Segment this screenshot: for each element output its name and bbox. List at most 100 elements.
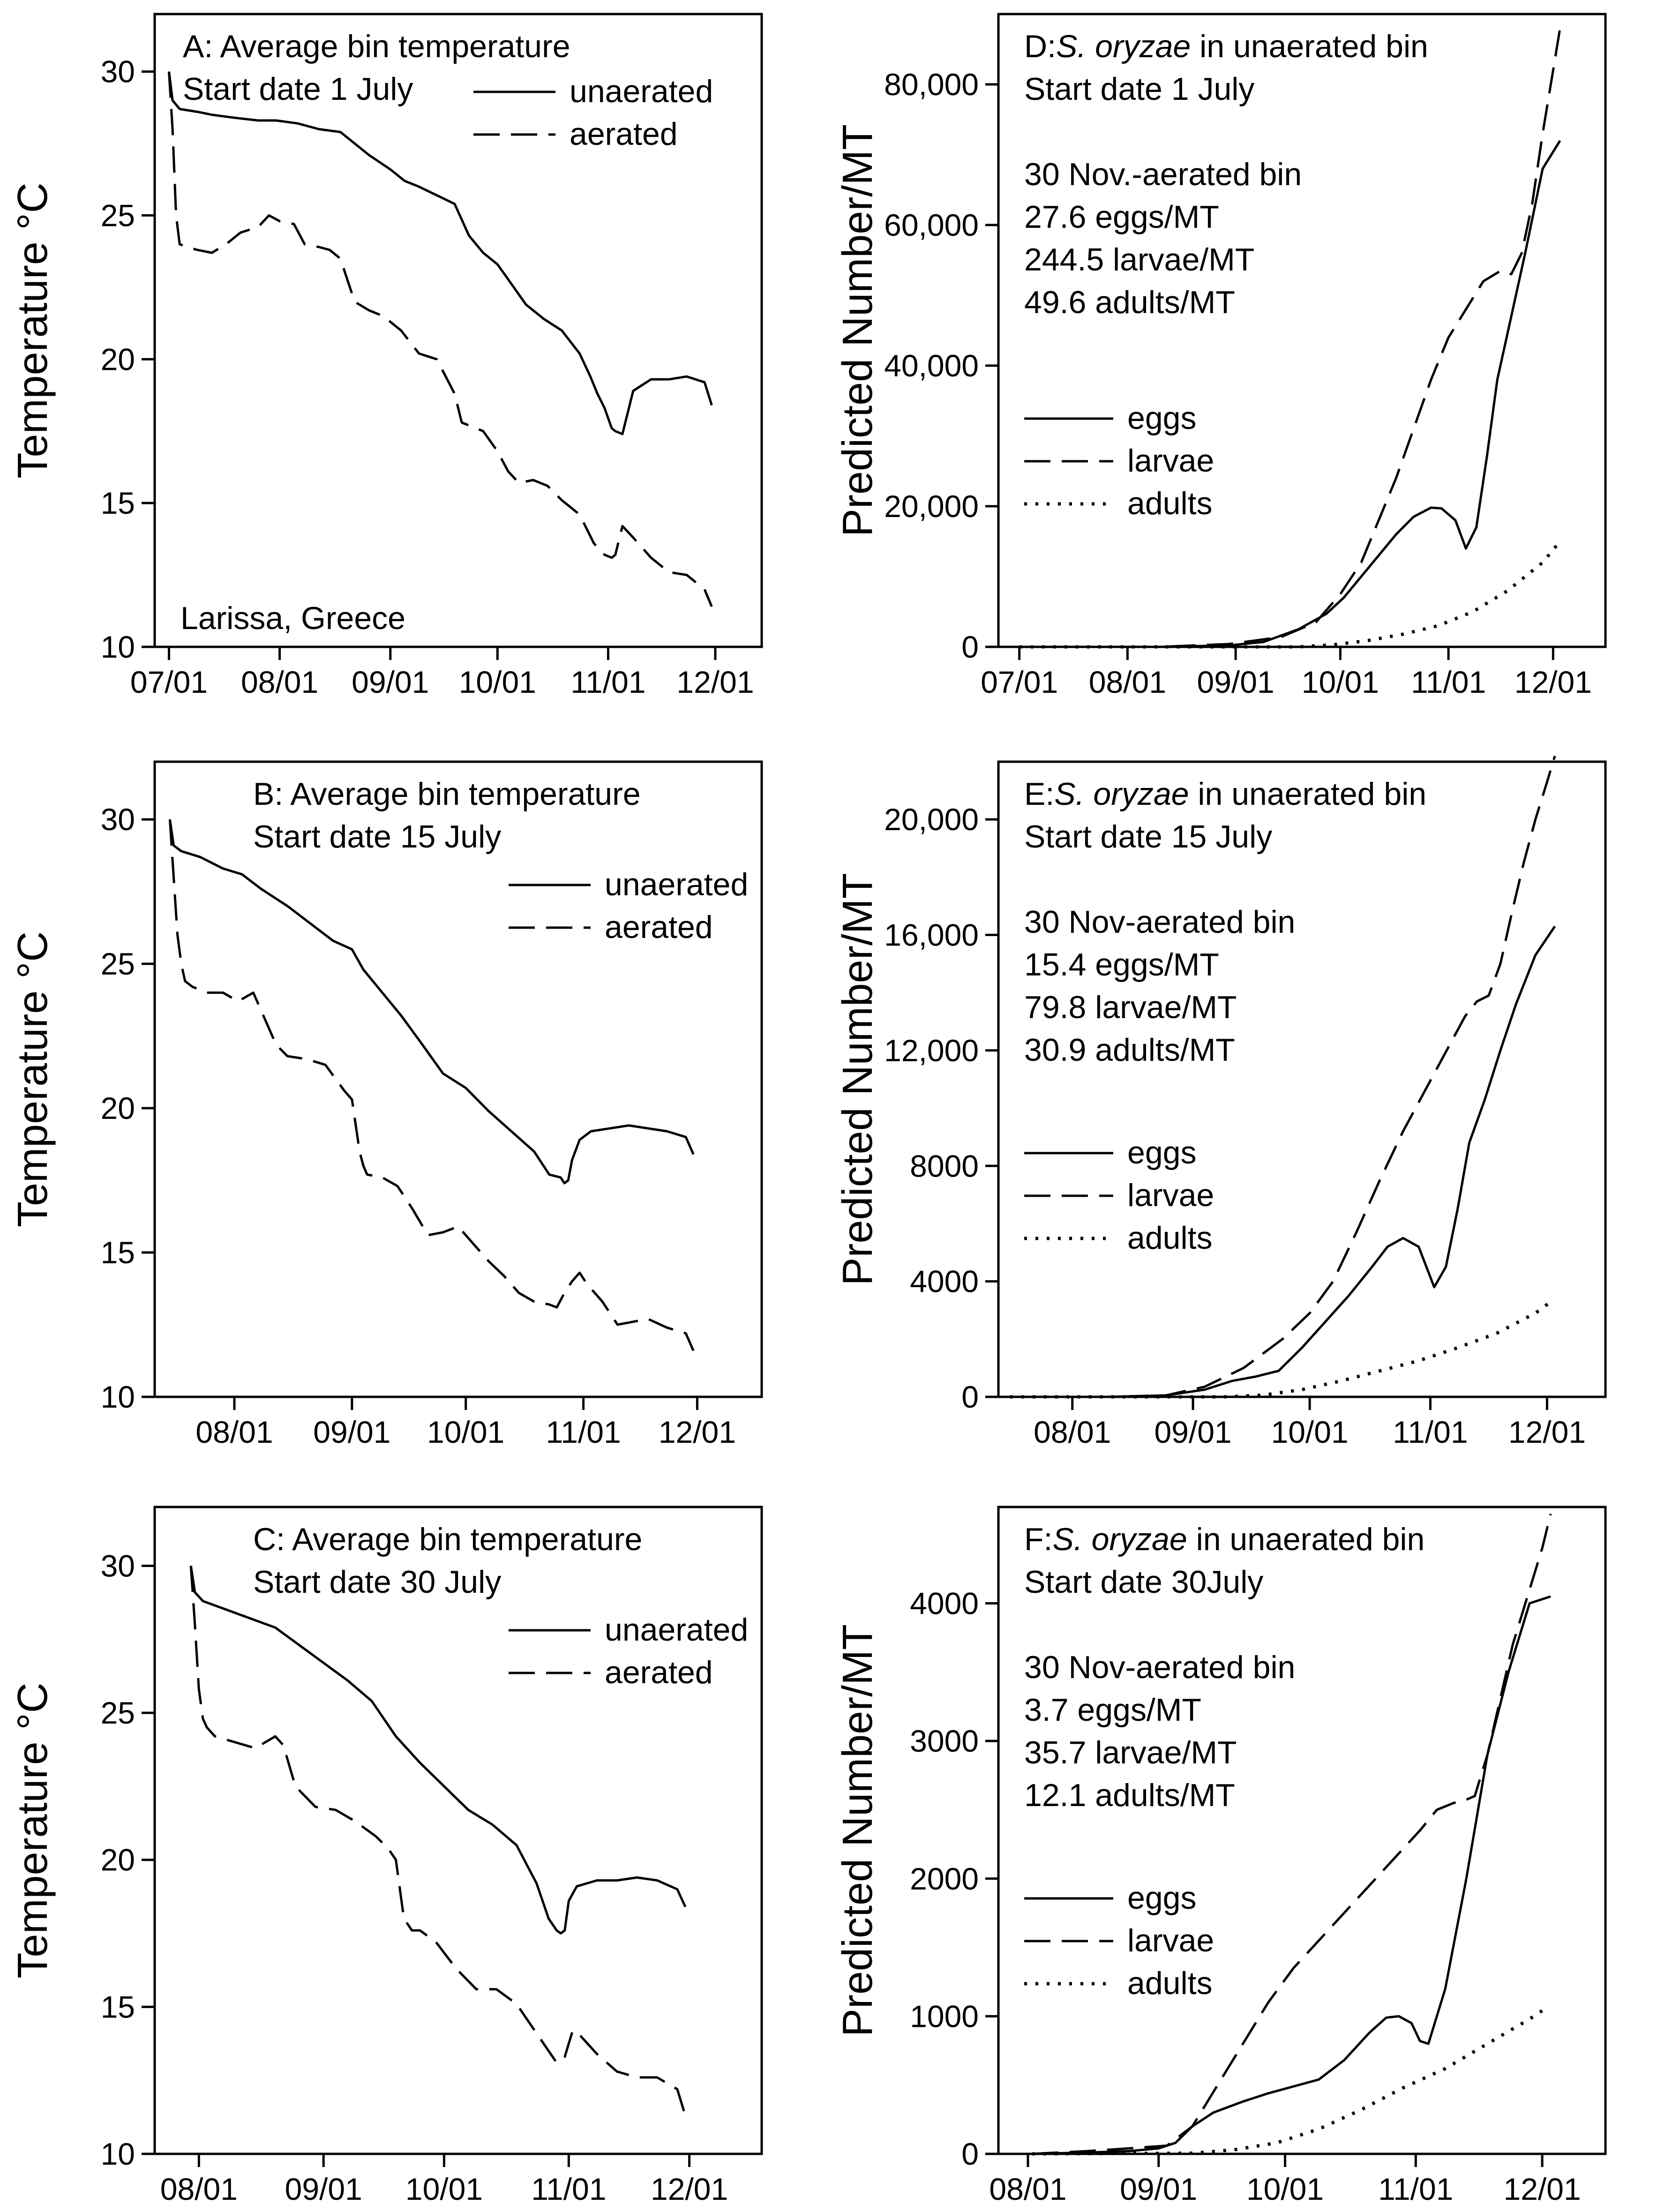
panel-title-suffix: in unaerated bin bbox=[1187, 1522, 1425, 1557]
plot-frame bbox=[997, 1506, 1607, 2155]
y-tick-label: 10 bbox=[101, 630, 135, 664]
panel-title: E:S. oryzae in unaerated bin bbox=[1024, 776, 1426, 812]
x-tick-label: 09/01 bbox=[285, 2172, 362, 2206]
panel-text-line: 244.5 larvae/MT bbox=[1024, 242, 1254, 277]
y-axis-title: Predicted Number/MT bbox=[834, 1624, 881, 2037]
x-tick-label: 11/01 bbox=[1378, 2172, 1453, 2206]
panel-text-line: A: Average bin temperature bbox=[183, 29, 570, 64]
legend: unaerated aerated bbox=[509, 1612, 748, 1690]
panel-c: 10 15 20 25 30 08/01 09/01 10/01 11/01 12/01 Tempe… bbox=[9, 1506, 763, 2206]
plot-frame bbox=[997, 760, 1607, 1398]
legend-label-unaerated: unaerated bbox=[570, 74, 713, 109]
panel-title-prefix: F: bbox=[1024, 1522, 1052, 1557]
x-tick-label: 10/01 bbox=[1246, 2172, 1324, 2206]
series-line-adults bbox=[1010, 1300, 1552, 1399]
x-tick-label: 11/01 bbox=[531, 2172, 606, 2206]
legend: unaerated aerated bbox=[473, 74, 713, 152]
series-line-aerated bbox=[189, 1566, 687, 2116]
x-tick-label: 08/01 bbox=[989, 2172, 1066, 2206]
legend-label-aerated: aerated bbox=[570, 116, 678, 152]
panel-f: 0 1000 2000 3000 4000 08/01 09/01 10/01 11/01 12/… bbox=[834, 1506, 1607, 2206]
y-axis-title: Temperature °C bbox=[9, 931, 56, 1227]
y-tick-label: 0 bbox=[961, 630, 979, 664]
panel-text-line: 27.6 eggs/MT bbox=[1024, 199, 1219, 235]
panel-text-line: Start date 30 July bbox=[253, 1564, 501, 1600]
x-tick-label: 11/01 bbox=[1393, 1415, 1468, 1449]
y-tick-label: 0 bbox=[961, 1380, 979, 1414]
x-tick-label: 08/01 bbox=[1089, 665, 1166, 699]
panel-text-line: C: Average bin temperature bbox=[253, 1522, 642, 1557]
panel-title-prefix: D: bbox=[1024, 29, 1056, 64]
series-line-unaerated bbox=[189, 1566, 687, 1935]
y-tick-label: 10 bbox=[101, 1380, 135, 1414]
legend: eggs larvae adults bbox=[1024, 1880, 1214, 2001]
panel-text-line: 49.6 adults/MT bbox=[1024, 285, 1235, 320]
y-axis-title: Temperature °C bbox=[9, 182, 56, 478]
y-axis-title: Predicted Number/MT bbox=[834, 124, 881, 537]
panel-title: F:S. oryzae in unaerated bin bbox=[1024, 1522, 1425, 1557]
panel-text-line: Start date 1 July bbox=[183, 71, 413, 107]
x-tick-label: 11/01 bbox=[1411, 665, 1486, 699]
panel-title-species: S. oryzae bbox=[1052, 1522, 1187, 1557]
series-line-unaerated bbox=[168, 819, 695, 1185]
y-tick-label: 25 bbox=[101, 946, 135, 981]
panel-text-line: 35.7 larvae/MT bbox=[1024, 1735, 1237, 1770]
x-tick-label: 12/01 bbox=[1515, 665, 1592, 699]
x-tick-label: 12/01 bbox=[1508, 1415, 1586, 1449]
x-tick-label: 11/01 bbox=[570, 665, 645, 699]
legend: eggs larvae adults bbox=[1024, 400, 1214, 521]
x-tick-label: 12/01 bbox=[676, 665, 754, 699]
series-line-adults bbox=[1032, 2009, 1544, 2156]
y-tick-label: 20 bbox=[101, 342, 135, 376]
panel-text-line: 79.8 larvae/MT bbox=[1024, 990, 1237, 1025]
y-tick-label: 16,000 bbox=[884, 918, 979, 952]
panel-e: 0 4000 8000 12,000 16,000 20,000 08/01 09/01 10/… bbox=[834, 755, 1607, 1449]
y-tick-label: 15 bbox=[101, 1235, 135, 1270]
panel-b: 10 15 20 25 30 08/01 09/01 10/01 11/01 12/01 Tempe… bbox=[9, 760, 763, 1449]
panel-text-line: 30 Nov-aerated bin bbox=[1024, 1650, 1295, 1685]
y-tick-label: 30 bbox=[101, 1548, 135, 1583]
y-tick-label: 30 bbox=[101, 802, 135, 837]
x-tick-label: 12/01 bbox=[659, 1415, 736, 1449]
legend-label-aerated: aerated bbox=[605, 909, 713, 945]
panel-title-species: S. oryzae bbox=[1054, 776, 1189, 812]
legend-label-aerated: aerated bbox=[605, 1655, 713, 1690]
panel-text-line: 30.9 adults/MT bbox=[1024, 1032, 1235, 1068]
panel-text-line: Start date 15 July bbox=[253, 819, 501, 855]
series-line-aerated bbox=[168, 819, 695, 1351]
legend-label-larvae: larvae bbox=[1127, 1177, 1214, 1213]
y-tick-label: 25 bbox=[101, 198, 135, 233]
y-tick-label: 2000 bbox=[910, 1861, 979, 1896]
panel-text-line: Start date 30July bbox=[1024, 1564, 1263, 1600]
y-tick-label: 8000 bbox=[910, 1148, 979, 1183]
x-tick-label: 10/01 bbox=[1271, 1415, 1349, 1449]
legend-label-eggs: eggs bbox=[1127, 1135, 1196, 1170]
x-tick-label: 10/01 bbox=[427, 1415, 504, 1449]
y-tick-label: 30 bbox=[101, 54, 135, 89]
legend-label-adults: adults bbox=[1127, 486, 1212, 521]
panel-title-species: S. oryzae bbox=[1056, 29, 1191, 64]
panel-text-line: 12.1 adults/MT bbox=[1024, 1777, 1235, 1813]
x-tick-label: 09/01 bbox=[313, 1415, 390, 1449]
x-tick-label: 09/01 bbox=[1197, 665, 1275, 699]
x-tick-label: 09/01 bbox=[1120, 2172, 1197, 2206]
y-tick-label: 20,000 bbox=[884, 802, 979, 837]
plot-frame bbox=[153, 760, 763, 1398]
x-tick-label: 12/01 bbox=[1504, 2172, 1581, 2206]
legend: unaerated aerated bbox=[509, 867, 748, 945]
plot-frame bbox=[153, 13, 763, 648]
y-tick-label: 4000 bbox=[910, 1586, 979, 1621]
panel-title-suffix: in unaerated bin bbox=[1189, 776, 1427, 812]
panel-text-line: 15.4 eggs/MT bbox=[1024, 947, 1219, 982]
x-tick-label: 10/01 bbox=[405, 2172, 483, 2206]
series-line-unaerated bbox=[168, 71, 713, 435]
panel-text-line: 30 Nov-aerated bin bbox=[1024, 904, 1295, 940]
plot-frame bbox=[153, 1506, 763, 2155]
series-line-larvae bbox=[1010, 755, 1556, 1398]
x-tick-label: 08/01 bbox=[195, 1415, 273, 1449]
y-tick-label: 15 bbox=[101, 1989, 135, 2024]
y-tick-label: 25 bbox=[101, 1695, 135, 1730]
panel-title-prefix: E: bbox=[1024, 776, 1054, 812]
y-tick-label: 3000 bbox=[910, 1724, 979, 1758]
